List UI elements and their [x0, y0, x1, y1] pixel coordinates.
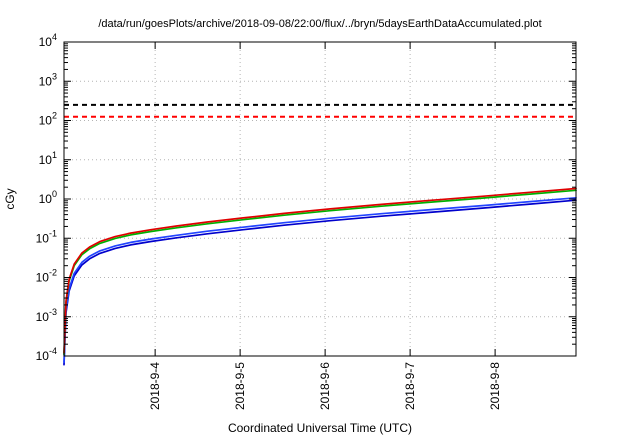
x-tick-label: 2018-9-4: [148, 362, 162, 410]
series-layer: [63, 103, 577, 366]
x-tick-label: 2018-9-7: [403, 362, 417, 410]
axes-layer: [63, 41, 577, 357]
x-tick-label: 2018-9-6: [318, 362, 332, 410]
x-axis-label: Coordinated Universal Time (UTC): [228, 421, 412, 435]
y-axis-label: cGy: [3, 188, 17, 209]
accumulated-dose-red-line: [63, 187, 577, 354]
accumulated-dose-blue-line: [63, 196, 577, 363]
accumulated-dose-green-line: [63, 189, 577, 356]
x-tick-label: 2018-9-8: [488, 362, 502, 410]
x-tick-label: 2018-9-5: [233, 362, 247, 410]
chart-title: /data/run/goesPlots/archive/2018-09-08/2…: [98, 18, 541, 30]
accumulated-dose-navy-line: [63, 199, 577, 366]
grid-layer: [64, 42, 576, 356]
